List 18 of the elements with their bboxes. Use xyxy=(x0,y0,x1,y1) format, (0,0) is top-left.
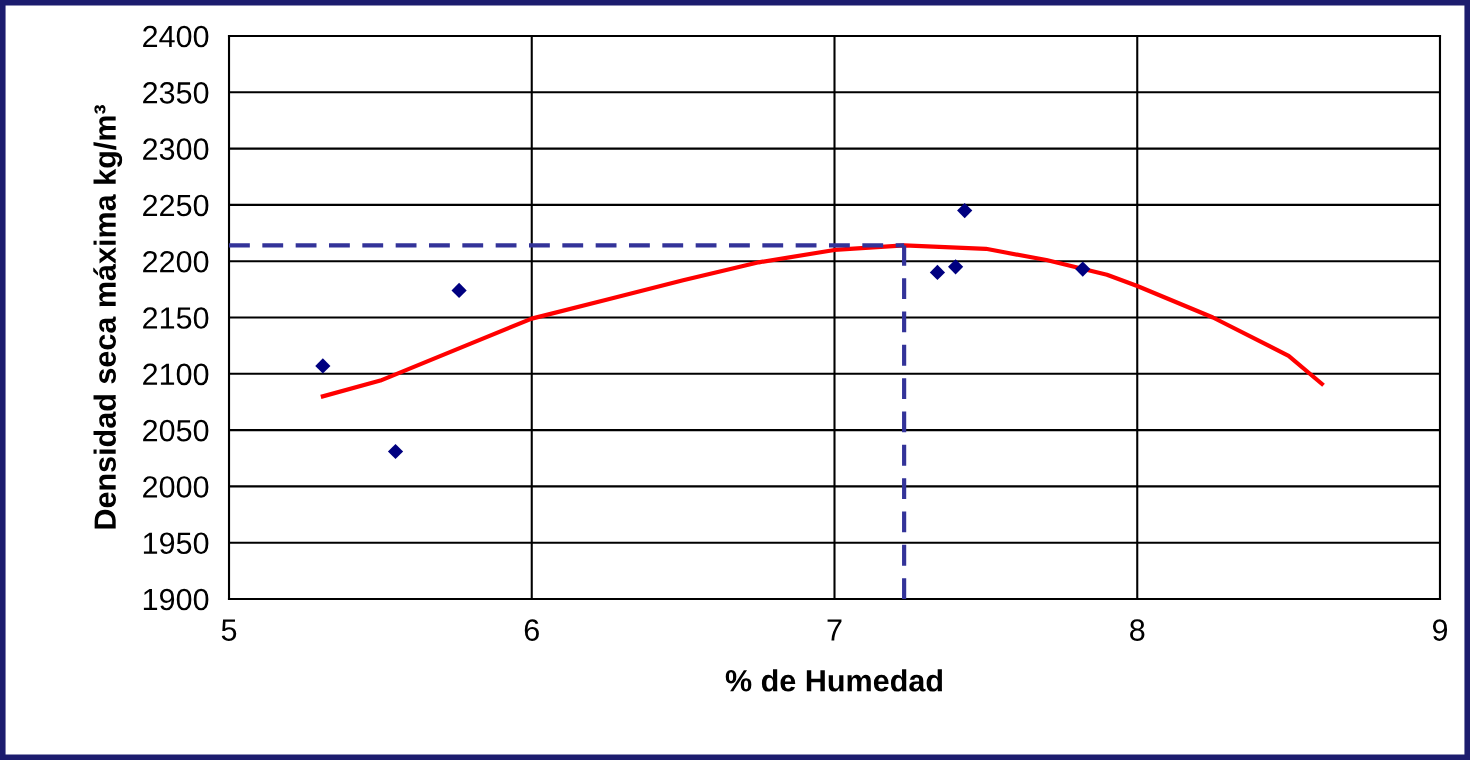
y-tick-label: 2400 xyxy=(143,25,209,48)
y-tick-label: 1900 xyxy=(143,588,209,611)
x-tick-label: 9 xyxy=(1432,619,1448,641)
x-tick-label: 7 xyxy=(827,619,842,641)
x-tick-label: 5 xyxy=(221,619,237,641)
y-tick-label: 2100 xyxy=(143,363,209,386)
x-tick-label: 6 xyxy=(524,619,539,641)
y-tick-label: 2350 xyxy=(143,82,209,104)
y-tick-label: 2300 xyxy=(143,138,209,160)
y-tick-label: 1950 xyxy=(143,532,209,555)
y-axis-title: Densidad seca máxima kg/m³ xyxy=(93,105,123,529)
y-tick-label: 2200 xyxy=(143,250,209,273)
y-tick-label: 2050 xyxy=(143,419,209,442)
y-tick-label: 2250 xyxy=(143,194,209,217)
y-tick-label: 2150 xyxy=(143,307,209,329)
y-tick-label: 2000 xyxy=(143,476,209,498)
x-axis-title: % de Humedad xyxy=(725,669,942,692)
x-tick-label: 8 xyxy=(1130,619,1145,641)
